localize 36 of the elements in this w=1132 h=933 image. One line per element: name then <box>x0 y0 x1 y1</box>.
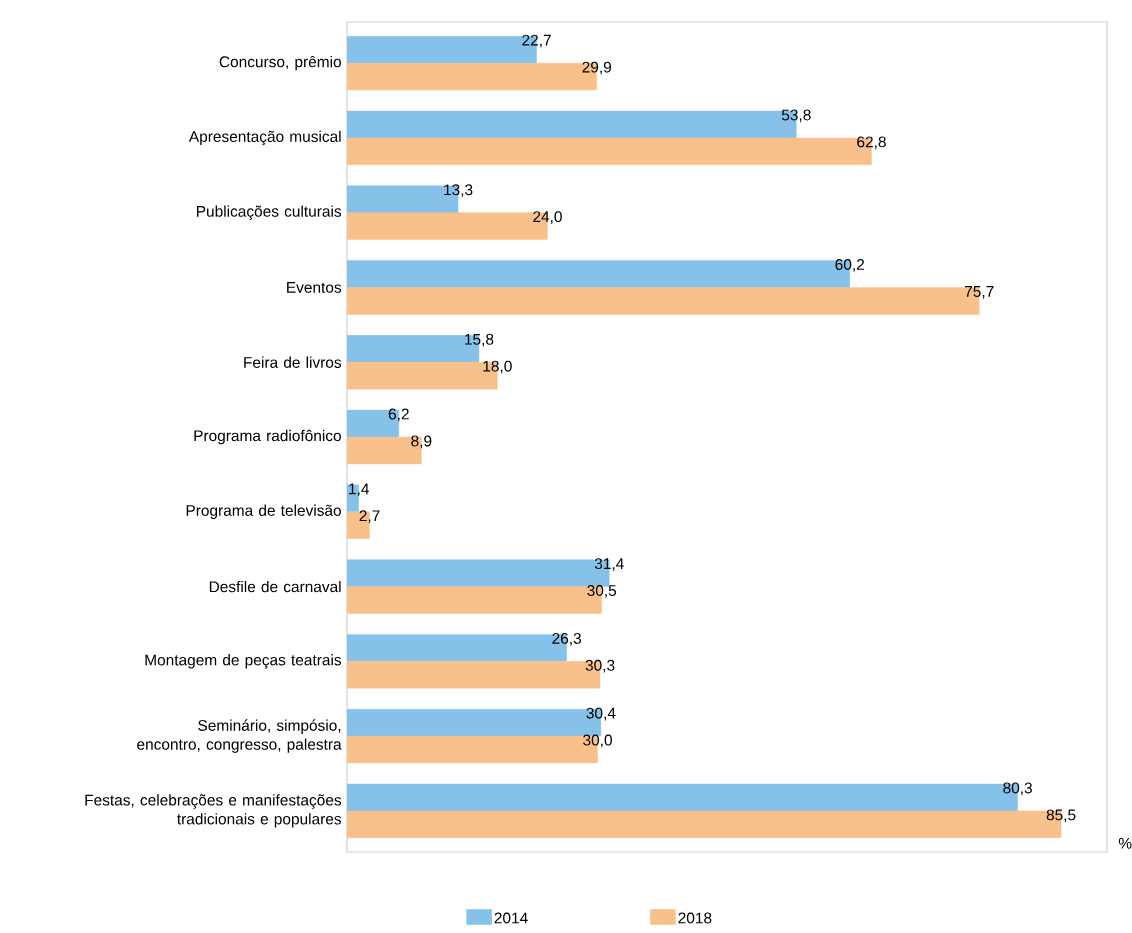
data-label: 75,7 <box>964 286 994 299</box>
y-tick-label: Concurso, prêmio <box>219 55 341 71</box>
y-tick-label: Festas, celebrações e manifestações tradicionais e populares <box>85 794 342 828</box>
data-label: 31,4 <box>594 558 624 571</box>
data-label: 30,5 <box>587 585 617 598</box>
data-label: 30,0 <box>583 734 612 748</box>
data-label: 85,5 <box>1046 809 1076 823</box>
data-label: 30,3 <box>585 659 615 673</box>
data-label: 53,8 <box>781 109 811 123</box>
data-label: 8,9 <box>411 435 432 449</box>
data-label: 22,7 <box>522 34 551 48</box>
data-label: 60,2 <box>835 259 865 272</box>
data-label: 80,3 <box>1003 782 1032 796</box>
y-tick-label: Programa radiofônico <box>194 429 341 445</box>
data-label: 15,8 <box>465 333 494 347</box>
legend-label: 2014 <box>494 912 528 924</box>
data-label: 30,4 <box>586 707 616 721</box>
data-label: 6,2 <box>388 408 409 422</box>
data-label: 1,4 <box>349 483 369 497</box>
data-label: 26,3 <box>552 632 581 646</box>
data-label: 13,3 <box>444 184 473 198</box>
y-tick-label: Eventos <box>287 282 342 293</box>
x-axis-title: % <box>1118 837 1132 849</box>
y-tick-label: Montagem de peças teatrais <box>145 654 342 669</box>
y-tick-label: Publicações culturais <box>197 205 342 220</box>
legend-label: 2018 <box>678 912 712 924</box>
y-tick-label: Programa de televisão <box>186 504 341 519</box>
y-tick-label: Desfile de carnaval <box>209 580 341 593</box>
data-label: 29,9 <box>582 61 612 75</box>
y-tick-label: Apresentação musical <box>188 130 341 146</box>
data-label: 18,0 <box>483 360 512 374</box>
data-label: 2,7 <box>359 510 380 524</box>
y-tick-label: Seminário, simpósio, encontro, congresso, palestra <box>137 719 342 753</box>
data-label: 62,8 <box>857 136 886 150</box>
data-label: 24,0 <box>533 211 562 224</box>
y-tick-label: Feira de livros <box>244 356 342 368</box>
